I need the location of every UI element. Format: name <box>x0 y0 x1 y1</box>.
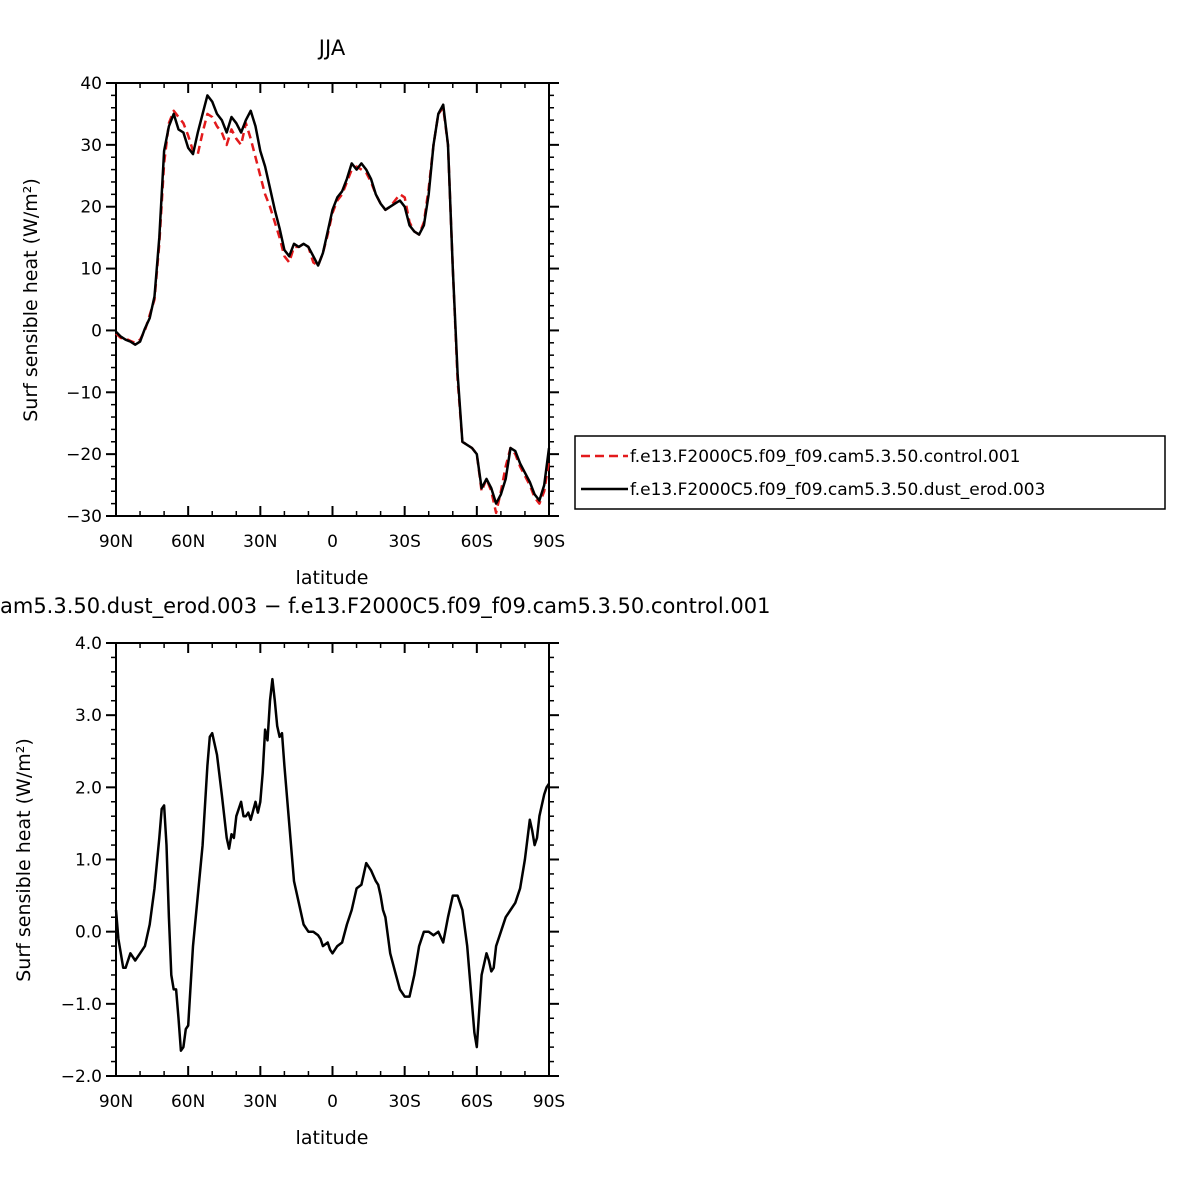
bottom-chart-panel: am5.3.50.dust_erod.003 − f.e13.F2000C5.f… <box>0 594 770 1149</box>
top-plot-frame <box>115 82 550 517</box>
bottom-axis-ticks: 90N 60N 30N 0 30S 60S 90S −2.0 −1.0 0.0 1.0 2.0 3.0 4… <box>61 634 566 1112</box>
bottom-x-tick-label: 30N <box>243 1092 277 1112</box>
top-y-tick-label: −20 <box>66 445 102 465</box>
top-x-axis-label: latitude <box>296 567 369 589</box>
bottom-y-axis-label: Surf sensible heat (W/m²) <box>13 738 35 982</box>
bottom-x-tick-label: 60S <box>461 1092 493 1112</box>
top-x-tick-label: 90N <box>99 532 133 552</box>
top-series-line-0 <box>115 106 551 515</box>
top-series-line-1 <box>115 94 551 505</box>
bottom-x-tick-label: 90S <box>533 1092 565 1112</box>
legend-label-dust: f.e13.F2000C5.f09_f09.cam5.3.50.dust_ero… <box>630 480 1045 500</box>
bottom-y-tick-label: 0.0 <box>75 923 102 943</box>
top-x-tick-label: 0 <box>327 532 338 552</box>
top-y-tick-label: 0 <box>91 321 102 341</box>
legend-box <box>574 435 1166 510</box>
top-x-tick-label: 60S <box>461 532 493 552</box>
top-y-tick-label: 40 <box>80 74 102 94</box>
bottom-x-tick-label: 30S <box>388 1092 420 1112</box>
bottom-y-tick-label: 1.0 <box>75 851 102 871</box>
top-y-tick-label: 30 <box>80 136 102 156</box>
bottom-x-tick-label: 90N <box>99 1092 133 1112</box>
legend: f.e13.F2000C5.f09_f09.cam5.3.50.control.… <box>574 435 1166 510</box>
bottom-x-axis-label: latitude <box>296 1127 369 1149</box>
bottom-y-tick-label: 4.0 <box>75 634 102 654</box>
bottom-x-tick-label: 0 <box>327 1092 338 1112</box>
bottom-series-group <box>114 677 551 1052</box>
top-series-group <box>115 94 551 515</box>
top-y-axis-label: Surf sensible heat (W/m²) <box>20 178 42 422</box>
top-x-tick-label: 60N <box>171 532 205 552</box>
legend-label-control: f.e13.F2000C5.f09_f09.cam5.3.50.control.… <box>630 447 1021 467</box>
top-y-tick-label: 20 <box>80 198 102 218</box>
bottom-y-tick-label: 3.0 <box>75 706 102 726</box>
top-y-tick-label: −10 <box>66 383 102 403</box>
bottom-chart-title: am5.3.50.dust_erod.003 − f.e13.F2000C5.f… <box>0 594 770 619</box>
bottom-series-line-0 <box>114 677 551 1052</box>
bottom-y-tick-label: −1.0 <box>61 995 102 1015</box>
bottom-plot-frame <box>115 642 550 1077</box>
top-chart-panel: JJA 90N 60N 30N 0 30S 60S 90S −30 −20 −10 0 10 20 30 4… <box>20 36 565 589</box>
top-x-tick-label: 30N <box>243 532 277 552</box>
top-chart-title: JJA <box>317 36 346 60</box>
bottom-y-tick-label: 2.0 <box>75 778 102 798</box>
top-x-tick-label: 90S <box>533 532 565 552</box>
top-y-tick-label: −30 <box>66 507 102 527</box>
top-axis-ticks: 90N 60N 30N 0 30S 60S 90S −30 −20 −10 0 10 20 30 40 <box>66 74 565 552</box>
bottom-x-tick-label: 60N <box>171 1092 205 1112</box>
top-x-tick-label: 30S <box>388 532 420 552</box>
bottom-y-tick-label: −2.0 <box>61 1067 102 1087</box>
top-y-tick-label: 10 <box>80 260 102 280</box>
